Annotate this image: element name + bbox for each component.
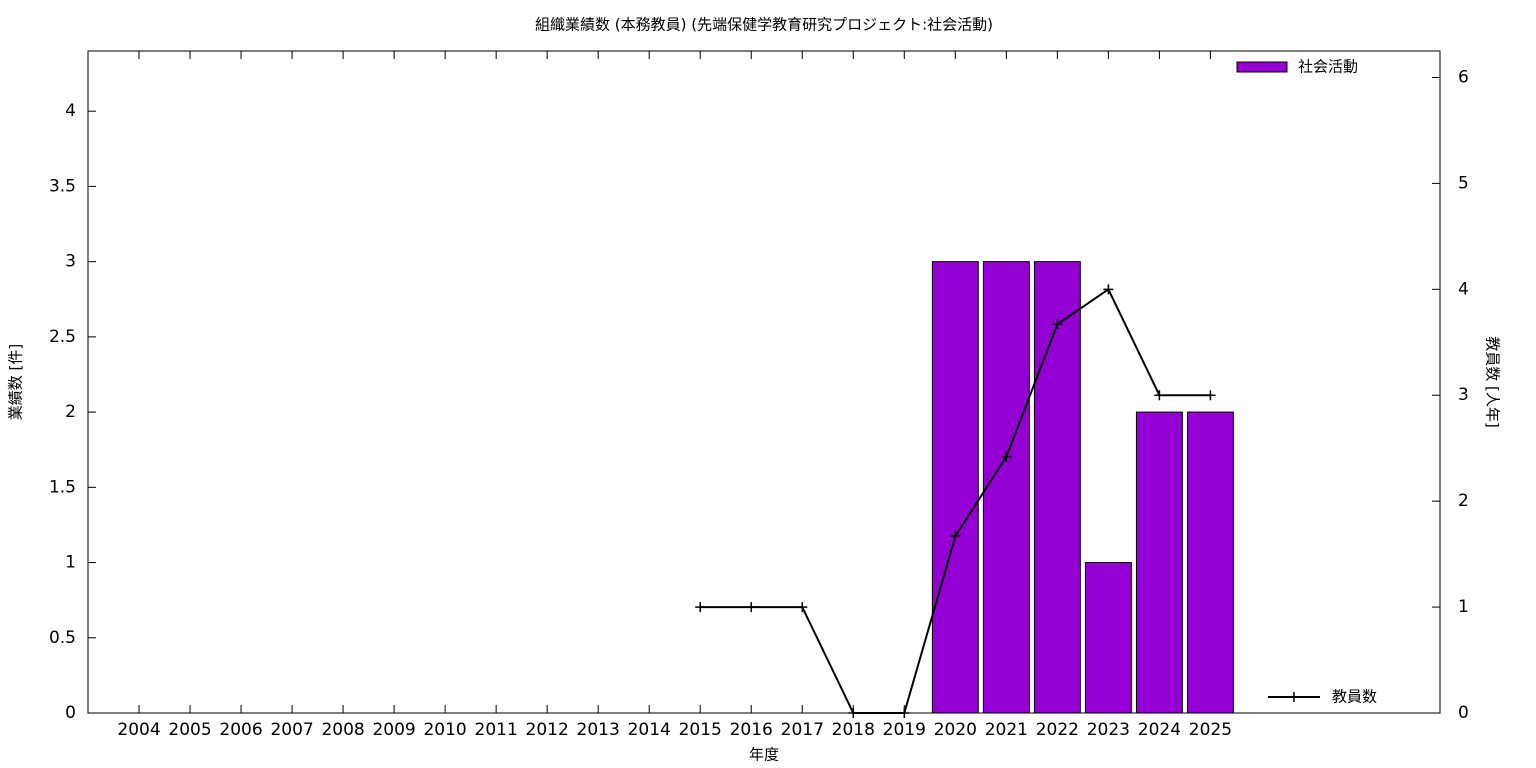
x-tick-label: 2010 xyxy=(423,720,466,740)
bar xyxy=(1186,411,1234,714)
y2-tick-label: 6 xyxy=(1458,67,1469,87)
bar xyxy=(982,261,1030,714)
point-marker xyxy=(899,708,910,718)
point-marker xyxy=(950,531,961,542)
y2-tick-label: 3 xyxy=(1458,385,1469,405)
y2-axis-label: 教員数 [人年] xyxy=(1484,336,1502,427)
y-axis-label: 業績数 [件] xyxy=(7,344,25,420)
y-tick-label: 0.5 xyxy=(49,628,76,648)
x-tick-label: 2012 xyxy=(526,720,569,740)
point-marker xyxy=(1103,284,1114,295)
point-marker xyxy=(1205,390,1216,401)
point-marker xyxy=(746,602,757,613)
x-tick-label: 2015 xyxy=(679,720,722,740)
y-tick-label: 2.5 xyxy=(49,327,76,347)
point-marker xyxy=(1001,451,1012,462)
y-tick-label: 3.5 xyxy=(49,176,76,196)
legend-label: 社会活動 xyxy=(1298,58,1358,76)
x-tick-label: 2023 xyxy=(1087,720,1130,740)
y2-tick-label: 4 xyxy=(1458,279,1469,299)
x-tick-label: 2016 xyxy=(730,720,773,740)
bar xyxy=(931,261,979,714)
point-marker xyxy=(848,708,859,718)
x-tick-label: 2005 xyxy=(168,720,211,740)
x-tick-label: 2022 xyxy=(1036,720,1079,740)
x-tick-label: 2025 xyxy=(1189,720,1232,740)
y2-tick-label: 2 xyxy=(1458,491,1469,511)
bar xyxy=(1084,562,1132,714)
point-marker xyxy=(1052,319,1063,330)
x-tick-label: 2008 xyxy=(321,720,364,740)
y-tick-label: 2 xyxy=(65,402,76,422)
x-tick-label: 2013 xyxy=(577,720,620,740)
x-tick-label: 2020 xyxy=(934,720,977,740)
legend-label: 教員数 xyxy=(1332,688,1377,706)
x-tick-label: 2006 xyxy=(219,720,262,740)
x-tick-label: 2019 xyxy=(883,720,926,740)
point-marker xyxy=(695,602,706,613)
x-axis-label: 年度 xyxy=(749,746,779,764)
x-tick-label: 2021 xyxy=(985,720,1028,740)
x-tick-label: 2017 xyxy=(781,720,824,740)
legend-marker xyxy=(1289,692,1299,702)
x-tick-label: 2007 xyxy=(270,720,313,740)
y-tick-label: 4 xyxy=(65,101,76,121)
chart-title: 組織業績数 (本務教員) (先端保健学教育研究プロジェクト:社会活動) xyxy=(535,16,993,34)
bar xyxy=(1135,411,1183,714)
point-marker xyxy=(797,602,808,613)
y2-tick-label: 5 xyxy=(1458,173,1469,193)
x-tick-label: 2018 xyxy=(832,720,875,740)
y-tick-label: 1 xyxy=(65,553,76,573)
plot-frame xyxy=(87,50,1441,714)
y2-tick-label: 0 xyxy=(1458,703,1469,723)
y-tick-label: 0 xyxy=(65,703,76,723)
y-tick-label: 1.5 xyxy=(49,477,76,497)
legend-swatch xyxy=(1236,61,1288,73)
y-tick-label: 3 xyxy=(65,252,76,272)
point-marker xyxy=(1154,390,1165,401)
y2-tick-label: 1 xyxy=(1458,597,1469,617)
x-tick-label: 2011 xyxy=(475,720,518,740)
x-tick-label: 2024 xyxy=(1138,720,1181,740)
x-tick-label: 2009 xyxy=(372,720,415,740)
x-tick-label: 2004 xyxy=(117,720,160,740)
bar xyxy=(1033,261,1081,714)
x-tick-label: 2014 xyxy=(628,720,671,740)
